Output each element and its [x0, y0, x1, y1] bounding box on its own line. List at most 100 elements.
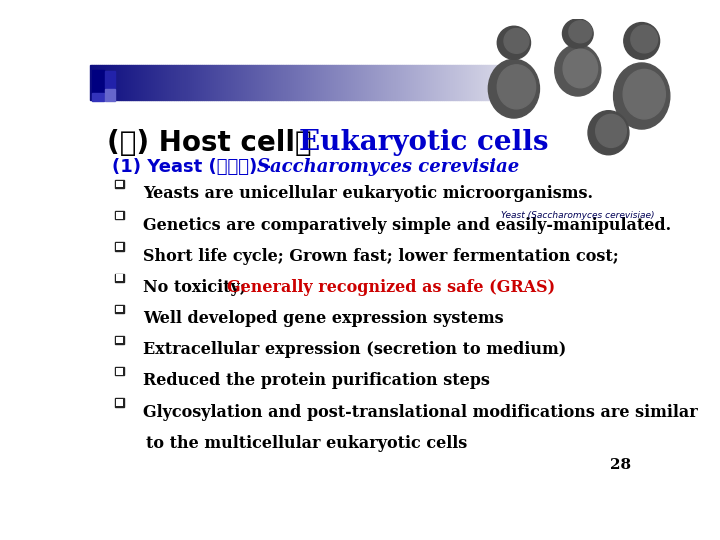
- Ellipse shape: [498, 65, 536, 109]
- Bar: [336, 65, 338, 100]
- Bar: [355, 65, 357, 100]
- Ellipse shape: [588, 111, 629, 155]
- Ellipse shape: [562, 19, 593, 48]
- Bar: [287, 65, 289, 100]
- Bar: [176, 65, 178, 100]
- Bar: [463, 65, 464, 100]
- Bar: [306, 65, 308, 100]
- Bar: [345, 65, 346, 100]
- Bar: [188, 65, 190, 100]
- Bar: [292, 65, 294, 100]
- Bar: [115, 367, 124, 375]
- Bar: [300, 65, 302, 100]
- Bar: [454, 65, 456, 100]
- Bar: [442, 65, 444, 100]
- Bar: [491, 65, 493, 100]
- Bar: [420, 65, 422, 100]
- Bar: [304, 65, 306, 100]
- Bar: [167, 65, 169, 100]
- Bar: [333, 65, 334, 100]
- Bar: [416, 65, 418, 100]
- Bar: [397, 65, 400, 100]
- Bar: [467, 65, 469, 100]
- Bar: [451, 65, 453, 100]
- Bar: [320, 65, 322, 100]
- Bar: [483, 65, 485, 100]
- Bar: [91, 70, 104, 93]
- Bar: [324, 65, 326, 100]
- Text: (1) Yeast (酵母菌) -: (1) Yeast (酵母菌) -: [112, 158, 278, 177]
- Bar: [225, 65, 227, 100]
- Bar: [279, 65, 282, 100]
- Bar: [363, 65, 365, 100]
- Bar: [249, 65, 251, 100]
- Bar: [115, 399, 124, 407]
- Bar: [108, 65, 110, 100]
- Bar: [259, 65, 261, 100]
- Bar: [341, 65, 343, 100]
- Bar: [477, 65, 479, 100]
- Bar: [222, 65, 225, 100]
- Bar: [265, 65, 267, 100]
- Bar: [208, 65, 210, 100]
- Bar: [446, 65, 449, 100]
- Text: Glycosylation and post-translational modifications are similar: Glycosylation and post-translational mod…: [143, 404, 698, 421]
- Bar: [404, 65, 405, 100]
- Bar: [127, 65, 129, 100]
- Bar: [375, 65, 377, 100]
- Bar: [235, 65, 237, 100]
- Bar: [238, 65, 240, 100]
- Bar: [351, 65, 353, 100]
- Bar: [277, 65, 279, 100]
- Bar: [382, 65, 383, 100]
- Bar: [171, 65, 174, 100]
- Bar: [487, 65, 489, 100]
- Bar: [395, 65, 397, 100]
- Bar: [116, 306, 123, 312]
- Bar: [94, 65, 96, 100]
- Bar: [174, 65, 176, 100]
- Bar: [296, 65, 298, 100]
- Bar: [318, 65, 320, 100]
- Bar: [98, 65, 100, 100]
- Bar: [418, 65, 420, 100]
- Bar: [326, 65, 328, 100]
- Bar: [119, 65, 120, 100]
- Bar: [426, 65, 428, 100]
- Bar: [112, 65, 114, 100]
- Bar: [485, 65, 487, 100]
- Ellipse shape: [563, 49, 598, 87]
- Bar: [383, 65, 385, 100]
- Bar: [178, 65, 179, 100]
- Bar: [117, 65, 119, 100]
- Bar: [405, 65, 408, 100]
- Text: Extracellular expression (secretion to medium): Extracellular expression (secretion to m…: [143, 341, 566, 359]
- Bar: [92, 65, 94, 100]
- Bar: [116, 243, 123, 250]
- Bar: [237, 65, 238, 100]
- Bar: [346, 65, 348, 100]
- Ellipse shape: [624, 23, 660, 59]
- Bar: [104, 65, 107, 100]
- Bar: [110, 65, 112, 100]
- Text: (一) Host cell：: (一) Host cell：: [107, 129, 330, 157]
- Bar: [181, 65, 184, 100]
- Bar: [227, 65, 228, 100]
- Bar: [139, 65, 141, 100]
- Text: Short life cycle; Grown fast; lower fermentation cost;: Short life cycle; Grown fast; lower ferm…: [143, 248, 618, 265]
- Bar: [298, 65, 300, 100]
- Bar: [145, 65, 147, 100]
- Bar: [390, 65, 392, 100]
- Bar: [115, 305, 124, 313]
- Bar: [432, 65, 434, 100]
- Bar: [169, 65, 171, 100]
- Ellipse shape: [498, 26, 531, 59]
- Bar: [166, 65, 167, 100]
- Bar: [198, 65, 200, 100]
- Bar: [365, 65, 367, 100]
- Bar: [469, 65, 471, 100]
- Bar: [116, 181, 123, 187]
- Bar: [289, 65, 292, 100]
- Bar: [257, 65, 259, 100]
- Bar: [125, 65, 127, 100]
